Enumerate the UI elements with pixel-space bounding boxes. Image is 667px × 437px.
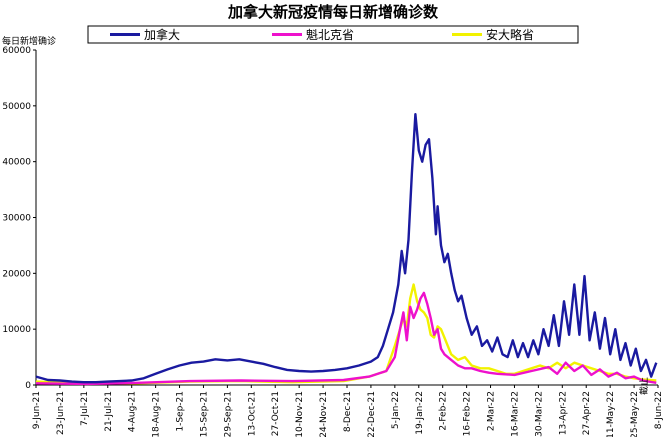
legend-label: 魁北克省	[306, 27, 354, 42]
x-tick-label: 29-Sep-21	[223, 391, 233, 437]
x-tick-label: 13-Oct-21	[247, 391, 257, 436]
legend-box	[87, 25, 579, 44]
x-tick-label: 4-Aug-21	[128, 391, 138, 432]
axes	[33, 49, 659, 388]
x-tick-label: 7-Jul-21	[80, 391, 90, 426]
x-tick-label: 25-May-22	[630, 391, 640, 437]
x-tick-label: 27-Oct-21	[271, 391, 281, 436]
series-layer	[35, 113, 658, 386]
x-tick-label: 16-Feb-22	[463, 391, 473, 436]
x-tick-label: 5-Jan-22	[391, 391, 401, 429]
x-tick-label: 19-Jan-22	[415, 391, 425, 435]
y-tick-label: 0	[25, 381, 31, 391]
legend-label: 安大略省	[486, 27, 534, 42]
y-tick-label: 50000	[2, 102, 31, 112]
y-tick-label: 30000	[2, 214, 31, 224]
chart-title: 加拿大新冠疫情每日新增确诊数	[227, 3, 439, 21]
legend-label: 加拿大	[144, 27, 180, 42]
x-tick-label: 15-Sep-21	[199, 391, 209, 437]
series-line-2	[35, 291, 657, 386]
tick-labels: 0 10000 20000 30000 40000 50000 60000 9-Jun-21 2…	[2, 46, 664, 437]
y-tick-label: 20000	[2, 269, 31, 279]
y-tick-label: 10000	[2, 325, 31, 335]
x-tick-label: 21-Jul-21	[104, 391, 114, 432]
x-tick-label: 16-Mar-22	[510, 391, 520, 437]
x-tick-label: 13-Apr-22	[558, 391, 568, 435]
x-tick-label: 10-Nov-21	[295, 391, 305, 437]
x-tick-label: 8-Dec-21	[343, 391, 353, 432]
x-tick-label: 30-Mar-22	[534, 391, 544, 437]
x-tick-label: 18-Aug-21	[152, 391, 162, 437]
x-tick-label: 9-Jun-21	[32, 391, 42, 429]
x-tick-label: 27-Apr-22	[582, 391, 592, 435]
x-tick-label: 2-Feb-22	[439, 391, 449, 431]
x-axis-suffix-label: 截止	[638, 377, 650, 395]
y-tick-label: 40000	[2, 158, 31, 168]
y-axis-label: 每日新增确诊	[2, 35, 56, 47]
x-tick-label: 8-Jun-22	[654, 391, 664, 429]
x-tick-label: 2-Mar-22	[487, 391, 497, 431]
x-tick-label: 11-May-22	[606, 391, 616, 437]
x-tick-label: 1-Sep-21	[176, 391, 186, 432]
series-line-1	[35, 113, 658, 384]
legend: 加拿大 魁北克省 安大略省	[87, 25, 579, 44]
y-tick-label: 60000	[2, 46, 31, 56]
x-tick-label: 24-Nov-21	[319, 391, 329, 437]
x-tick-label: 22-Dec-21	[367, 391, 377, 437]
x-tick-label: 23-Jun-21	[56, 391, 66, 435]
